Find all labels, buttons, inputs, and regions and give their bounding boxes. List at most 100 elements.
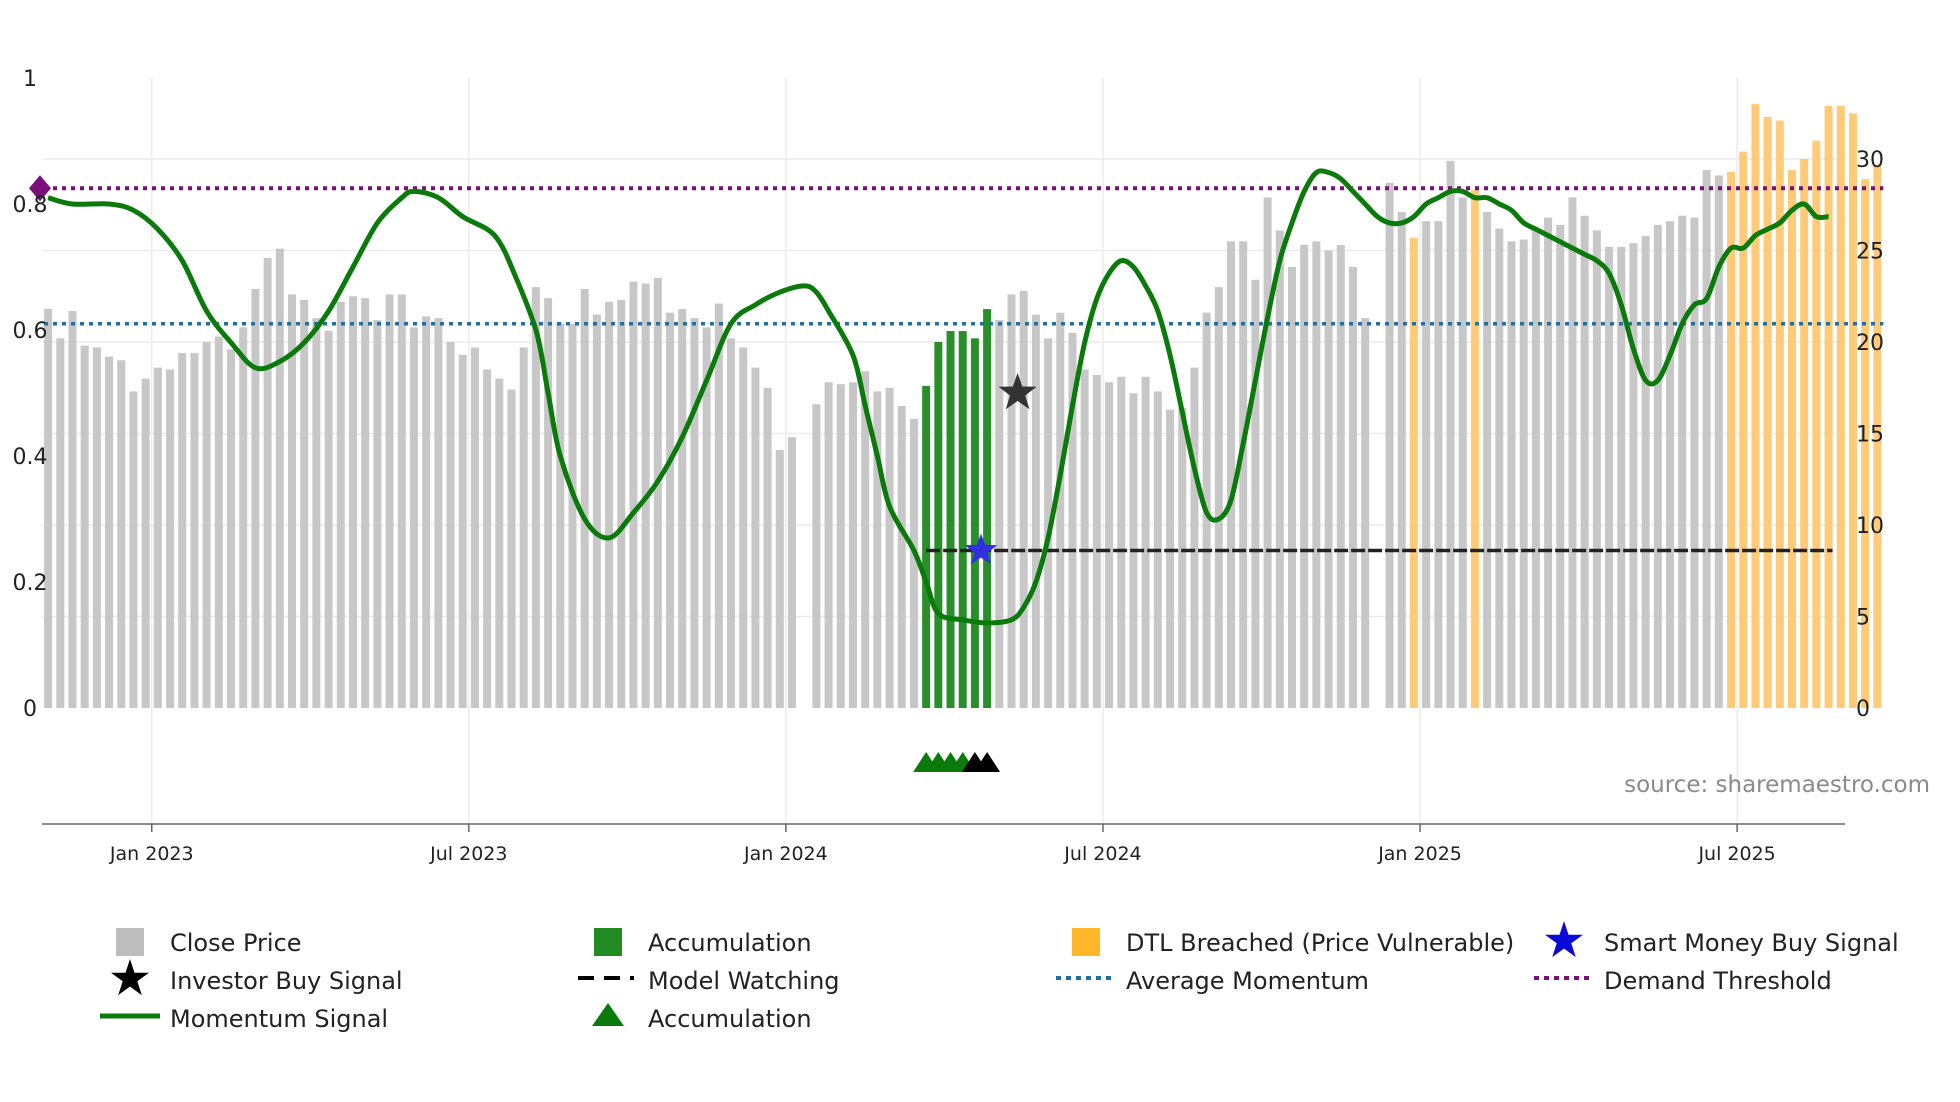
- accumulation-bar: [970, 338, 979, 708]
- right-axis-ticks: 0 5 10 15 20 25 30: [1856, 148, 1884, 722]
- close-bar: [775, 449, 784, 708]
- close-bar: [1263, 197, 1272, 708]
- close-bar: [812, 404, 821, 708]
- close-bar: [141, 378, 150, 708]
- close-bar: [702, 327, 711, 708]
- close-bar: [531, 287, 540, 708]
- close-bar: [1544, 217, 1553, 708]
- close-bar: [1580, 215, 1589, 709]
- close-bar: [507, 389, 516, 708]
- close-bar: [1214, 287, 1223, 708]
- close-bar: [1519, 239, 1528, 708]
- close-bar: [1019, 290, 1028, 708]
- close-bar: [678, 309, 687, 708]
- close-bar: [409, 327, 418, 708]
- close-bar: [336, 301, 345, 708]
- legend: Close Price Accumulation DTL Breached (P…: [100, 921, 1899, 1033]
- close-bar: [251, 288, 260, 708]
- dtl-bar: [1470, 190, 1479, 709]
- accumulation-bar: [922, 385, 931, 708]
- close-bar: [263, 257, 272, 708]
- legend-model-watching: Model Watching: [578, 967, 840, 995]
- x-tick-label: Jan 2023: [109, 843, 194, 865]
- close-bar: [239, 327, 248, 708]
- dtl-bar: [1787, 169, 1796, 709]
- smart-money-buy-star-icon: [964, 533, 998, 565]
- left-axis-ticks: 0 0.2 0.4 0.6 0.8 1: [13, 67, 48, 722]
- right-tick-label: 30: [1856, 148, 1884, 173]
- signal-lines: [44, 168, 1884, 626]
- close-bar: [397, 294, 406, 708]
- dtl-bar: [1751, 104, 1760, 709]
- close-bar: [1592, 230, 1601, 708]
- close-bar: [1348, 266, 1357, 708]
- close-bar: [275, 248, 284, 709]
- close-bar: [1422, 221, 1431, 708]
- close-bar: [1617, 246, 1626, 708]
- close-bar: [1287, 266, 1296, 708]
- close-bar: [1678, 215, 1687, 709]
- close-bar: [1531, 230, 1540, 708]
- close-bar: [751, 367, 760, 708]
- close-bar: [1141, 376, 1150, 708]
- legend-accumulation-swatch: [594, 928, 622, 956]
- close-bar: [470, 347, 479, 708]
- close-bar: [1105, 382, 1114, 708]
- close-bar: [458, 354, 467, 708]
- close-bar: [422, 316, 431, 708]
- close-bar: [836, 384, 845, 708]
- close-bar: [824, 382, 833, 708]
- close-bar: [909, 418, 918, 708]
- close-bar: [519, 347, 528, 708]
- close-bar: [1275, 230, 1284, 708]
- right-tick-label: 20: [1856, 331, 1884, 356]
- close-bar: [873, 391, 882, 708]
- left-tick-label: 1: [23, 67, 37, 92]
- legend-accumulation-bar: Accumulation: [594, 928, 812, 957]
- dtl-bar: [1775, 120, 1784, 708]
- legend-dtl-breached: DTL Breached (Price Vulnerable): [1072, 928, 1514, 957]
- close-bar: [1568, 197, 1577, 708]
- close-bar: [483, 369, 492, 708]
- close-bar: [1324, 250, 1333, 708]
- legend-close-price: Close Price: [116, 928, 302, 957]
- close-bar: [995, 320, 1004, 708]
- left-tick-label: 0.6: [13, 319, 48, 344]
- close-bar: [178, 352, 187, 708]
- close-bar: [568, 323, 577, 708]
- legend-investor-buy-label: Investor Buy Signal: [170, 967, 403, 995]
- close-bar: [80, 345, 89, 708]
- right-tick-label: 25: [1856, 240, 1884, 265]
- close-bar: [56, 338, 65, 708]
- legend-green-triangle-icon: [592, 1003, 624, 1026]
- legend-average-momentum: Average Momentum: [1056, 967, 1369, 995]
- close-bar: [1385, 182, 1394, 709]
- close-bar: [227, 349, 236, 708]
- close-bar: [361, 298, 370, 708]
- momentum-signal-line: [47, 168, 1829, 626]
- close-bar: [105, 356, 114, 708]
- close-bar: [861, 371, 870, 708]
- close-bar: [434, 318, 443, 708]
- left-tick-label: 0: [23, 697, 37, 722]
- x-axis-ticks: Jan 2023 Jul 2023 Jan 2024 Jul 2024 Jan 2025…: [109, 824, 1776, 865]
- close-bar: [1336, 245, 1345, 708]
- close-bar: [190, 352, 199, 708]
- close-bar: [214, 336, 223, 708]
- close-bar: [1641, 235, 1650, 709]
- close-bar: [1483, 212, 1492, 708]
- dtl-bar: [1848, 113, 1857, 708]
- close-bar: [1312, 241, 1321, 708]
- dtl-bar: [1727, 171, 1736, 708]
- close-bar: [617, 299, 626, 708]
- close-bar: [1714, 175, 1723, 709]
- close-bar: [1092, 374, 1101, 708]
- close-bar: [1605, 246, 1614, 708]
- close-bar: [1361, 318, 1370, 708]
- legend-close-price-label: Close Price: [170, 929, 302, 957]
- dtl-bar: [1836, 105, 1845, 709]
- legend-accumulation-marker: Accumulation: [592, 1003, 812, 1033]
- dtl-bar: [1739, 151, 1748, 708]
- close-bar: [1166, 409, 1175, 708]
